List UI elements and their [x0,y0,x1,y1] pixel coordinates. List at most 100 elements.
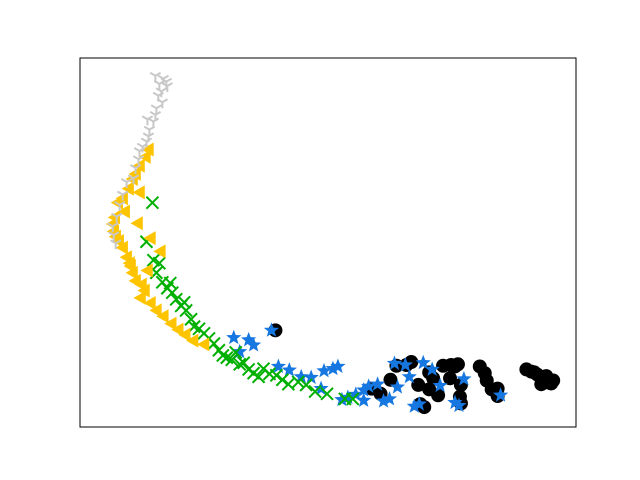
series-1-point-31 [456,371,472,386]
marks-layer [105,71,561,415]
series-1-point-19 [375,393,392,408]
series-4-point-5 [156,98,169,109]
series-1-point-29 [447,394,463,410]
series-4-point-25 [141,115,154,126]
series-3-point-23 [164,316,177,331]
series-1-point-22 [397,357,413,372]
series-1-point-1 [232,343,248,359]
series-3-point-12 [115,240,128,255]
series-0-point-15 [450,357,465,372]
series-4-point-24 [153,79,166,90]
series-0-point-10 [431,388,446,403]
series-1-point-20 [381,390,398,406]
series-2-point-22 [236,356,251,370]
series-1-point-3 [245,337,262,352]
series-3-point-26 [186,333,199,348]
series-2-point-33 [308,384,322,399]
series-4-point-26 [136,142,149,153]
series-1-point-25 [411,396,427,411]
series-1-point-5 [270,358,287,373]
series-1-point-4 [263,322,280,337]
series-2-point-29 [275,373,290,387]
series-2-point-30 [281,377,296,391]
series-3-point-20 [143,296,156,311]
series-1-point-33 [356,392,372,407]
series-4-point-18 [113,200,126,211]
series-2-point-21 [233,357,247,371]
series-3-point-5 [121,181,134,196]
series-0-point-38 [383,372,398,387]
series-2-point-39 [177,295,191,309]
series-3-point-1 [138,149,151,164]
series-1-point-8 [303,369,319,385]
series-1-point-6 [281,362,297,377]
series-0-point-9 [426,371,441,386]
series-1-point-7 [293,368,309,384]
series-1-point-26 [415,354,431,370]
series-1-point-16 [356,382,372,397]
series-2-point-37 [152,256,167,270]
series-1-point-30 [451,397,467,413]
series-3-point-28 [153,244,166,259]
series-4-point-21 [108,231,120,242]
series-2-point-32 [299,378,313,392]
series-3-point-30 [130,216,143,231]
series-3-point-35 [140,263,153,278]
series-1-point-34 [386,355,403,370]
series-3-point-25 [178,327,191,342]
series-1-point-27 [424,361,440,376]
series-1-point-17 [361,378,377,393]
series-3-point-18 [137,283,150,298]
series-2-point-15 [207,336,221,351]
series-3-point-29 [143,231,156,246]
series-1-point-9 [316,362,332,378]
series-4-point-17 [116,190,129,201]
series-0-point-12 [443,371,458,386]
series-4-point-19 [111,212,123,223]
axes-frame [79,57,577,428]
series-3-point-19 [133,290,146,305]
series-2-point-34 [320,387,334,401]
series-1-point-24 [406,398,422,413]
series-3-point-24 [171,322,184,337]
series-1-point-28 [432,377,448,393]
series-2-point-38 [163,276,177,290]
series-1-point-2 [241,331,257,347]
series-2-point-25 [251,370,266,384]
series-4-point-16 [120,178,133,188]
series-1-point-32 [493,387,509,402]
series-4-point-13 [132,155,145,166]
series-4-point-15 [127,174,140,185]
series-4-point-2 [161,82,173,93]
series-3-point-34 [123,259,136,274]
series-1-point-11 [330,358,346,373]
series-4-point-14 [129,164,142,174]
series-2-point-28 [269,368,284,383]
series-1-point-21 [389,379,406,394]
series-2-point-31 [291,375,305,389]
series-1-point-18 [369,376,386,391]
series-3-point-31 [117,204,130,219]
series-1-point-15 [348,386,364,401]
series-3-point-27 [197,337,210,352]
series-3-point-22 [156,309,169,324]
series-1-point-10 [325,360,341,376]
series-1-point-13 [334,391,350,407]
series-2-point-17 [216,348,230,363]
series-2-point-20 [229,345,243,360]
series-0-point-37 [539,369,554,384]
series-0-point-4 [411,377,426,392]
series-2-point-7 [169,292,183,307]
series-2-point-9 [179,303,193,318]
series-2-point-0 [145,195,160,210]
series-3-point-33 [132,185,145,200]
series-1-point-0 [226,329,242,345]
series-2-point-36 [346,392,360,406]
series-4-point-20 [107,222,119,233]
series-2-point-10 [184,312,198,326]
series-2-point-19 [225,353,239,367]
series-4-point-22 [110,239,122,250]
